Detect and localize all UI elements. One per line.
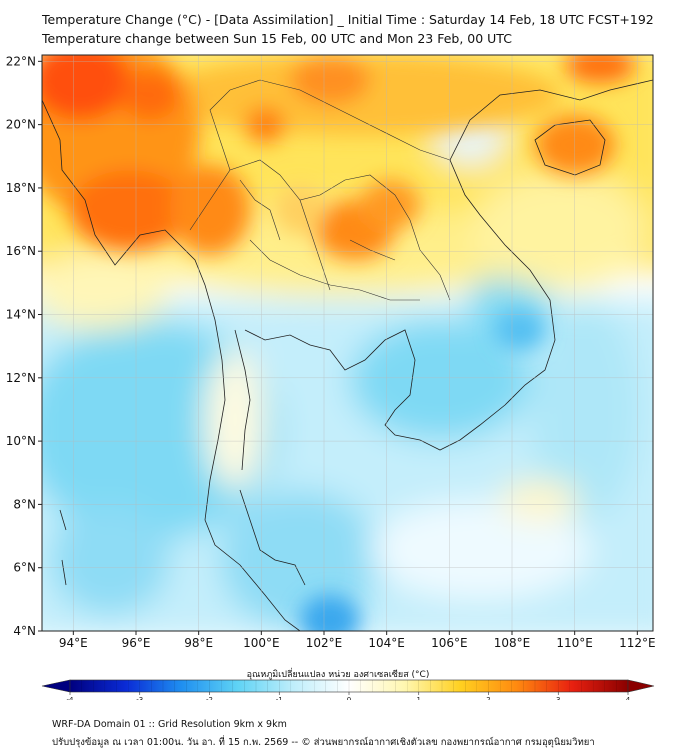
lon-tick-label: 94°E [59,636,88,650]
lat-tick-label: 6°N [13,561,36,575]
colorbar-tick-label: 2 [486,696,490,700]
colorbar-tick-label: 3 [556,696,560,700]
lon-tick-label: 112°E [619,636,656,650]
temperature-change-map[interactable]: 94°E 96°E 98°E 100°E 102°E 104°E 106°E 108°E 110… [0,0,676,700]
lon-tick-label: 108°E [494,636,531,650]
footer-credit: ปรับปรุงข้อมูล ณ เวลา 01:00น. วัน อา. ที… [52,737,595,748]
lat-tick-label: 8°N [13,497,36,511]
colorbar-tick-label: -3 [136,696,143,700]
lon-tick-label: 102°E [306,636,343,650]
graticule [42,55,653,632]
temperature-field [42,55,653,631]
lon-tick-label: 110°E [556,636,593,650]
lat-tick-label: 20°N [6,118,36,132]
lat-tick-label: 14°N [6,308,36,322]
colorbar-label: อุณหภูมิเปลี่ยนแปลง หน่วย องศาเซลเซียส (… [246,670,430,680]
lat-tick-label: 10°N [6,434,36,448]
coastlines [42,79,653,631]
longitude-axis: 94°E 96°E 98°E 100°E 102°E 104°E 106°E 108°E 110… [59,631,656,650]
lat-tick-label: 22°N [6,54,36,68]
lon-tick-label: 106°E [431,636,468,650]
colorbar-tick-label: 1 [417,696,421,700]
lat-tick-label: 4°N [13,624,36,638]
colorbar-extension-low [41,679,71,693]
colorbar-tick-label: -1 [276,696,283,700]
footer-model-info: WRF-DA Domain 01 :: Grid Resolution 9km … [52,719,287,730]
colorbar-tick-label: 0 [347,696,351,700]
lon-tick-label: 100°E [243,636,280,650]
lon-tick-label: 104°E [368,636,405,650]
plot-frame [41,54,654,632]
lon-tick-label: 98°E [184,636,213,650]
colorbar-tick-label: -4 [67,696,75,700]
lat-tick-label: 18°N [6,181,36,195]
lat-tick-label: 16°N [6,244,36,258]
colorbar-extension-high [627,679,655,693]
chart-title: Temperature Change (°C) - [Data Assimila… [42,12,654,27]
colorbar-tick-label: -2 [206,696,213,700]
colorbar: -4 -3 -2 -1 0 1 2 3 4 [41,679,655,700]
chart-subtitle: Temperature change between Sun 15 Feb, 0… [42,31,512,46]
latitude-axis: 22°N 20°N 18°N 16°N 14°N 12°N 10°N 8°N 6°N 4°N [6,54,42,638]
lat-tick-label: 12°N [6,371,36,385]
colorbar-tick-label: 4 [626,696,631,700]
lon-tick-label: 96°E [122,636,151,650]
